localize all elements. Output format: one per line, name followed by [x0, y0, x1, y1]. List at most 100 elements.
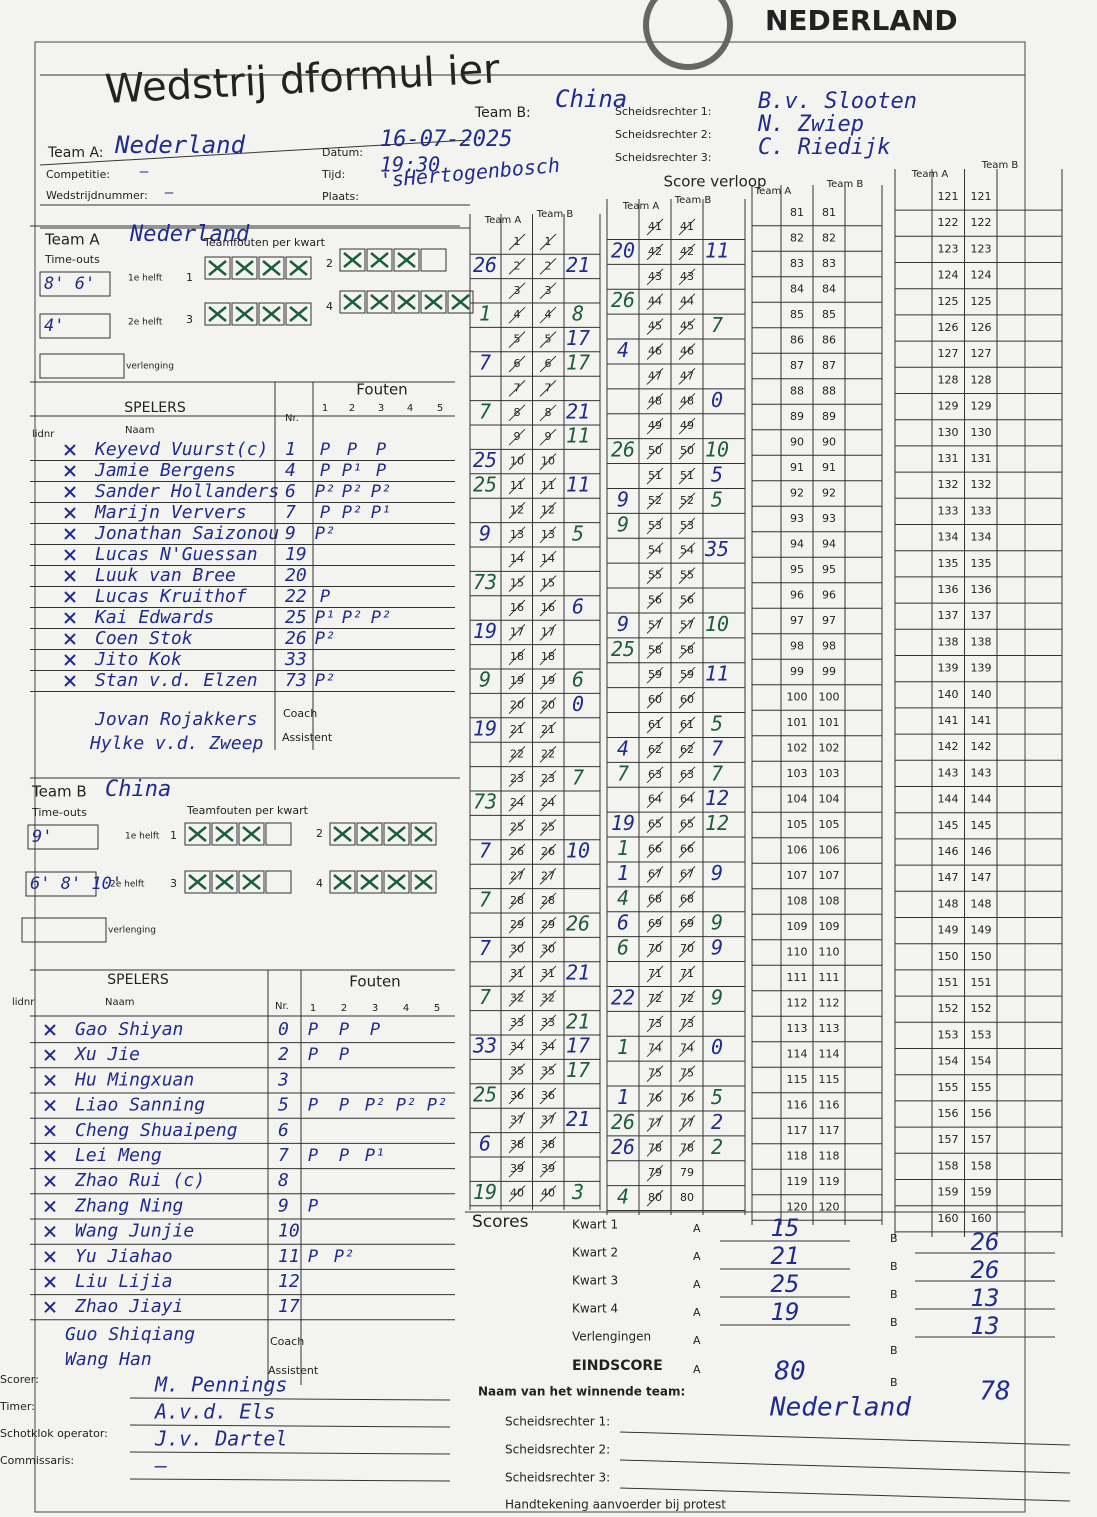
score-tick: [539, 502, 557, 519]
player-foul: P¹: [371, 503, 391, 523]
score-tick: [678, 890, 696, 908]
player-foul: P²: [315, 524, 335, 544]
foul-box: [356, 822, 383, 846]
scorer-number: 9: [617, 612, 629, 636]
score-number: 116: [787, 1099, 808, 1112]
column-header: 1: [310, 1003, 316, 1014]
team-fouls: [339, 290, 474, 314]
foul-box: [339, 248, 366, 272]
score-tick: [678, 318, 696, 335]
score-tick: [678, 592, 696, 609]
foul-box: [339, 290, 366, 314]
lidnr-x: [64, 444, 76, 456]
scorer-number: 7: [479, 936, 491, 960]
foul-x: [424, 294, 443, 310]
score-tick: [678, 417, 696, 435]
score-tick: [508, 258, 526, 275]
score-number: 146: [938, 845, 959, 858]
score-number: 142: [971, 740, 992, 753]
score-number: 119: [819, 1175, 840, 1188]
column-header: Team B: [981, 160, 1019, 171]
score-number: 87: [822, 359, 836, 372]
scores-label: Scores: [472, 1212, 529, 1232]
foul-box: [383, 822, 410, 846]
score-tick: [646, 1090, 664, 1107]
scorer-number: 26: [473, 253, 497, 277]
score-number: 137: [938, 609, 959, 622]
scorer-number: 21: [566, 1009, 590, 1033]
column-header: 4: [403, 1003, 409, 1014]
scorer-number: 1: [479, 302, 491, 326]
scorer-number: 19: [473, 717, 497, 741]
score-tick: [646, 915, 664, 933]
player-number: 9: [285, 523, 296, 544]
score-number: 119: [787, 1175, 808, 1188]
foul-x: [414, 874, 433, 890]
foul-x: [343, 252, 362, 268]
score-tick: [539, 770, 557, 788]
score-tick: [508, 380, 526, 397]
score-tick: [539, 428, 557, 446]
scorer-number: 7: [479, 887, 491, 911]
lidnr-x: [44, 1125, 56, 1137]
score-number: 127: [938, 347, 959, 360]
score-number: 154: [938, 1055, 959, 1068]
player-name: Kai Edwards: [94, 607, 214, 628]
score-number: 81: [790, 206, 804, 219]
score-number: 106: [819, 844, 840, 857]
foul-box: [329, 822, 356, 846]
scorer-number: 7: [479, 985, 491, 1009]
player-foul: P: [320, 587, 330, 607]
score-number: 82: [822, 232, 836, 245]
score-number: 136: [938, 583, 959, 596]
player-foul: P: [339, 1020, 349, 1040]
label: Team A:: [47, 145, 104, 161]
score-tick: [508, 990, 526, 1007]
datum: 16-07-2025: [380, 127, 512, 152]
player-number: 5: [278, 1095, 289, 1116]
score-number: 147: [971, 871, 992, 884]
score-number: 144: [971, 793, 992, 806]
score-number: 145: [938, 819, 959, 832]
timeouts: 8' 6': [44, 274, 95, 294]
quarter-number: 1: [170, 829, 177, 842]
foul-box: [329, 870, 356, 894]
score-number: 108: [787, 895, 808, 908]
score-number: 127: [971, 347, 992, 360]
player-foul: P: [339, 1045, 349, 1065]
lidnr-x: [44, 1175, 56, 1187]
score-tick: [539, 282, 557, 300]
score-number: 149: [971, 924, 992, 937]
column-header: lidnr: [12, 997, 35, 1008]
column-header: 2: [341, 1003, 347, 1014]
score-number: 108: [819, 895, 840, 908]
score-tick: [646, 517, 664, 535]
column-header: 1: [322, 403, 328, 414]
score-number: 124: [938, 269, 959, 282]
team-fouls-label: Teamfouten per kwart: [186, 804, 309, 817]
score-number: 134: [938, 531, 959, 544]
lidnr-x: [44, 1276, 56, 1288]
score-number: 86: [790, 334, 804, 347]
scorer-number: 0: [572, 692, 584, 716]
scorer-number: 4: [617, 736, 629, 760]
score-number: 135: [971, 557, 992, 570]
quarter-score-a: 25: [771, 1270, 800, 1298]
scorer-number: 17: [566, 1034, 590, 1058]
coach-label: Coach: [283, 707, 317, 720]
quarter-number: 4: [316, 877, 323, 890]
rule: [129, 1424, 451, 1428]
score-tick: [646, 816, 664, 833]
score-tick: [539, 331, 557, 348]
scorer-number: 7: [479, 351, 491, 375]
score-tick: [678, 218, 696, 236]
score-number: 138: [938, 635, 959, 648]
player-number: 9: [278, 1195, 289, 1216]
score-tick: [539, 380, 557, 397]
quarter-score-b: 26: [971, 1228, 1000, 1256]
score-number: 129: [971, 400, 992, 413]
score-number: 95: [822, 563, 836, 576]
referee-name: N. Zwiep: [757, 112, 864, 137]
scorer-number: 2: [711, 1135, 723, 1159]
score-number: 115: [819, 1073, 840, 1086]
